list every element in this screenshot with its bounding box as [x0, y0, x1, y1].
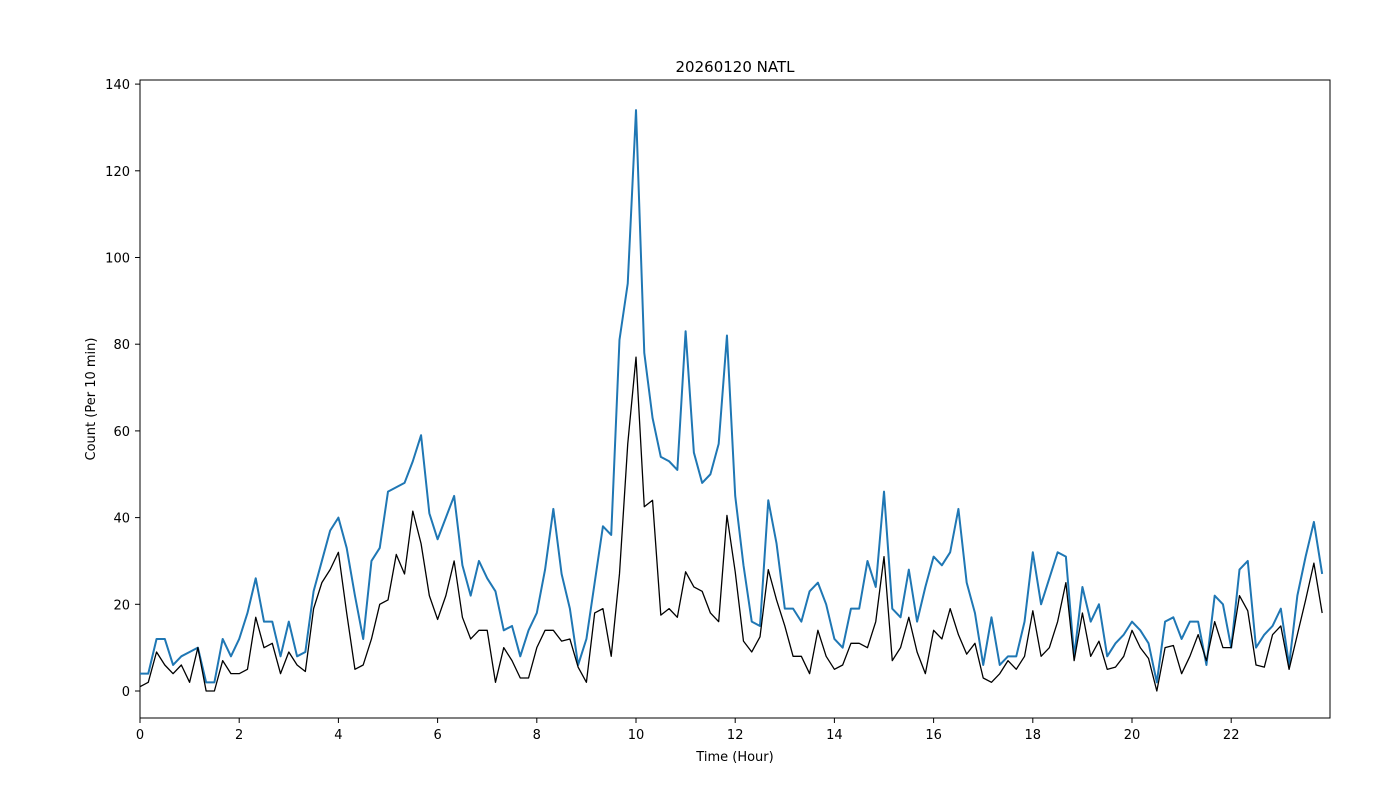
y-tick-label: 0 [122, 685, 130, 700]
y-tick-label: 100 [105, 252, 130, 267]
x-tick-label: 12 [727, 728, 744, 743]
y-tick-label: 140 [105, 78, 130, 93]
chart-title: 20260120 NATL [676, 58, 796, 76]
x-tick-label: 10 [628, 728, 645, 743]
x-tick-label: 4 [334, 728, 342, 743]
x-tick-label: 0 [136, 728, 144, 743]
x-axis-label: Time (Hour) [695, 750, 773, 765]
x-tick-label: 8 [533, 728, 541, 743]
x-tick-label: 20 [1124, 728, 1141, 743]
x-tick-label: 2 [235, 728, 243, 743]
y-tick-label: 80 [113, 338, 130, 353]
y-tick-label: 60 [113, 425, 130, 440]
plot-frame [139, 79, 1331, 719]
y-tick-label: 40 [113, 512, 130, 527]
x-tick-label: 6 [433, 728, 441, 743]
series-line-blue [140, 109, 1324, 684]
x-tick-label: 16 [925, 728, 942, 743]
y-axis-label: Count (Per 10 min) [84, 338, 99, 461]
series-line-black [139, 356, 1323, 692]
y-axis: 0 20 40 60 80 100 120 140 [105, 78, 140, 700]
y-tick-label: 20 [113, 598, 130, 613]
x-tick-label: 18 [1025, 728, 1042, 743]
x-tick-label: 22 [1223, 728, 1240, 743]
x-axis: 0 2 4 6 8 10 12 14 16 18 20 22 [136, 718, 1240, 743]
y-tick-label: 120 [105, 165, 130, 180]
x-tick-label: 14 [826, 728, 843, 743]
series-layer [139, 109, 1324, 692]
